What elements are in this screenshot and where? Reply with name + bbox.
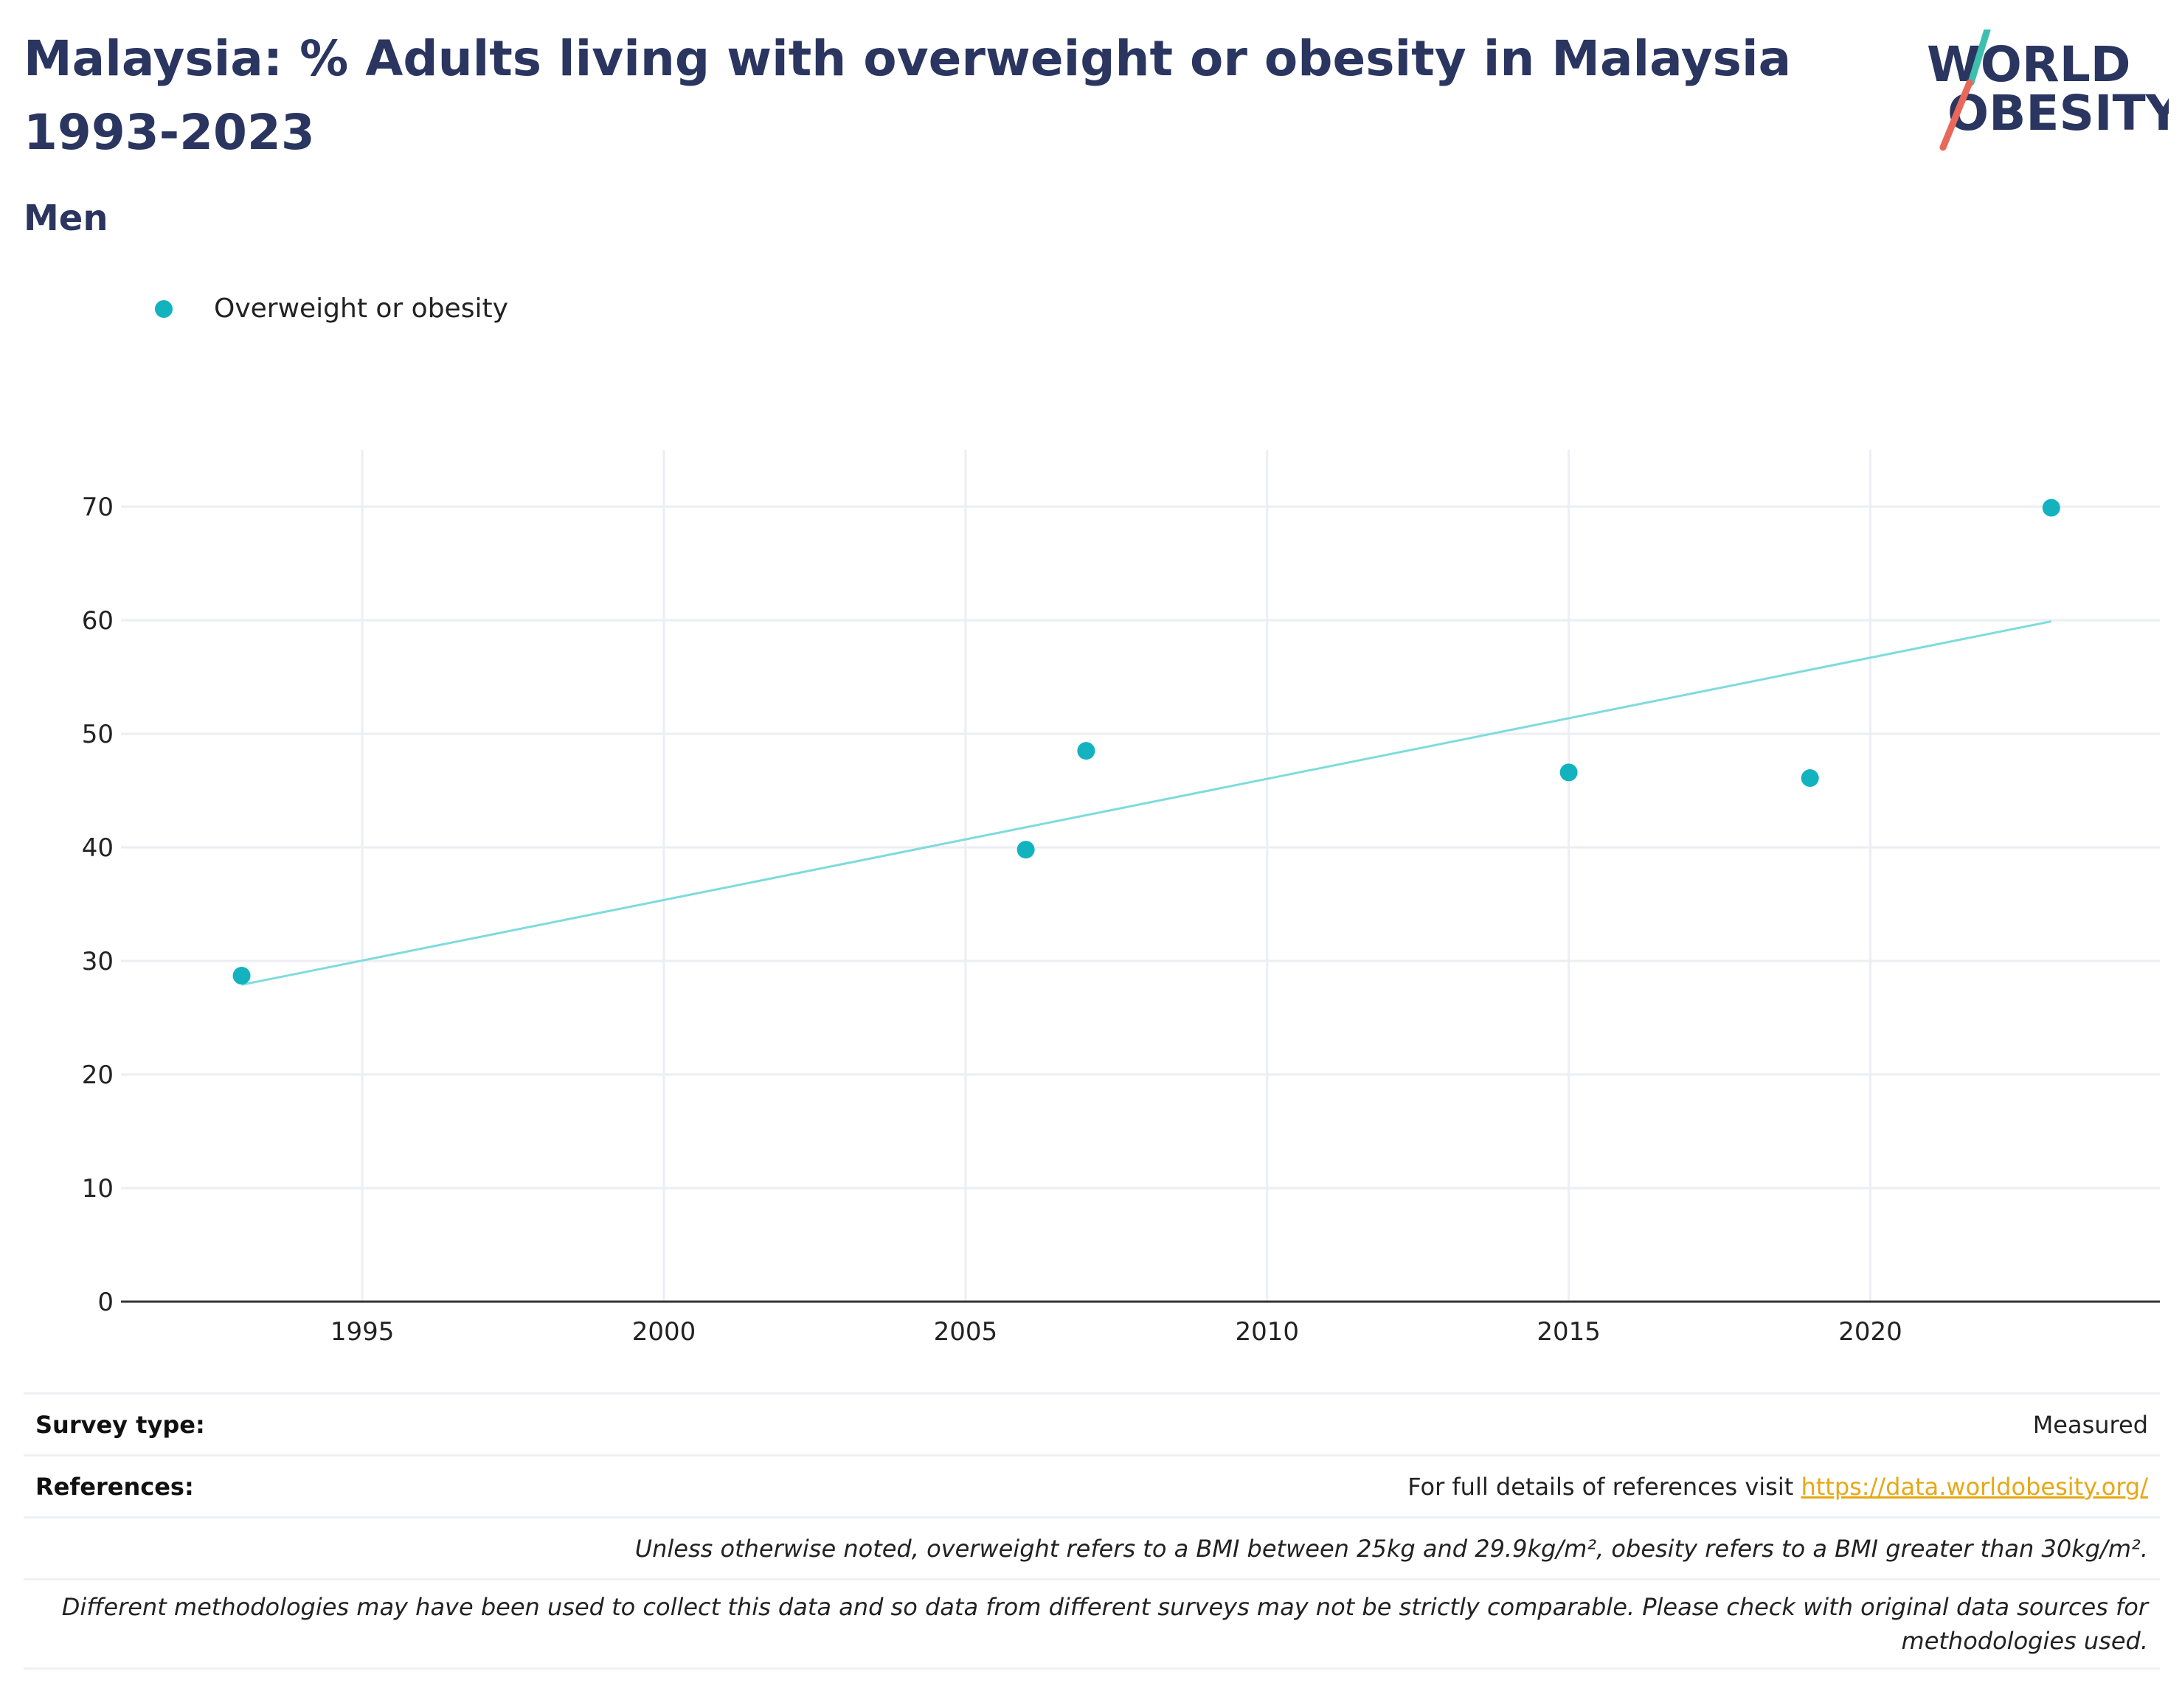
x-tick-label: 2005 bbox=[934, 1317, 998, 1347]
x-tick-label: 1995 bbox=[330, 1317, 395, 1347]
references-row: References: For full details of referenc… bbox=[24, 1454, 2160, 1516]
logo-text-obesity: OBESITY bbox=[1947, 85, 2169, 142]
bmi-note: Unless otherwise noted, overweight refer… bbox=[634, 1534, 2148, 1563]
references-label: References: bbox=[35, 1472, 194, 1501]
x-tick-label: 2000 bbox=[632, 1317, 696, 1347]
y-tick-label: 0 bbox=[97, 1288, 114, 1317]
y-tick-label: 50 bbox=[82, 720, 114, 749]
scatter-chart: 0 10 20 30 40 50 60 70 1995 2000 2005 2010 2015 2020 bbox=[82, 450, 2160, 1347]
x-tick-label: 2015 bbox=[1537, 1317, 1601, 1347]
footer-table: Survey type: Measured References: For fu… bbox=[24, 1392, 2160, 1670]
survey-type-row: Survey type: Measured bbox=[24, 1392, 2160, 1454]
logo-slash-teal bbox=[1967, 29, 1991, 86]
chart-subtitle: Men bbox=[24, 198, 108, 239]
trend-line bbox=[241, 620, 2052, 986]
y-tick-label: 40 bbox=[82, 833, 114, 863]
methodology-note: Different methodologies may have been us… bbox=[61, 1593, 2148, 1655]
data-point bbox=[1016, 841, 1035, 859]
data-point bbox=[1077, 742, 1095, 760]
legend-marker bbox=[155, 299, 173, 318]
data-point bbox=[1801, 769, 1819, 788]
logo-slash-coral bbox=[1939, 79, 1973, 151]
references-link[interactable]: https://data.worldobesity.org/ bbox=[1801, 1472, 2148, 1501]
data-point bbox=[232, 967, 251, 985]
survey-type-label: Survey type: bbox=[35, 1410, 205, 1439]
data-point bbox=[1559, 763, 1578, 782]
references-text: For full details of references visit bbox=[1407, 1472, 1801, 1501]
survey-type-value: Measured bbox=[2032, 1410, 2148, 1439]
x-tick-label: 2010 bbox=[1235, 1317, 1299, 1347]
y-tick-label: 60 bbox=[82, 606, 114, 636]
y-tick-label: 30 bbox=[82, 947, 114, 976]
legend-label: Overweight or obesity bbox=[214, 294, 508, 324]
x-tick-label: 2020 bbox=[1838, 1317, 1902, 1347]
y-tick-label: 20 bbox=[82, 1060, 114, 1090]
chart-legend[interactable]: Overweight or obesity bbox=[155, 294, 508, 324]
chart-title: Malaysia: % Adults living with overweigh… bbox=[24, 30, 1792, 161]
data-point bbox=[2042, 499, 2060, 517]
logo-text-world: WORLD bbox=[1927, 36, 2131, 93]
y-tick-label: 70 bbox=[82, 493, 114, 522]
y-tick-label: 10 bbox=[82, 1174, 114, 1204]
bmi-note-row: Unless otherwise noted, overweight refer… bbox=[24, 1516, 2160, 1578]
world-obesity-logo: WORLD OBESITY bbox=[1927, 29, 2169, 151]
references-value: For full details of references visit htt… bbox=[1407, 1473, 2148, 1501]
methodology-note-row: Different methodologies may have been us… bbox=[24, 1578, 2160, 1670]
